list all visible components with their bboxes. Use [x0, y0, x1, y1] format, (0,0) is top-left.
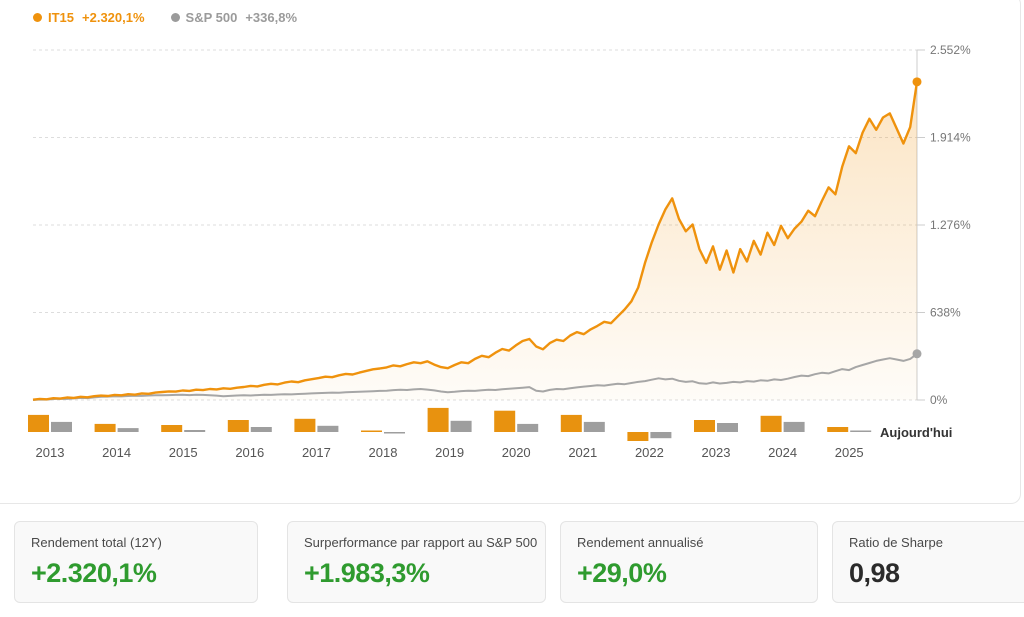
chart-plot-area[interactable]: [33, 40, 917, 400]
stat-card-label: Surperformance par rapport au S&P 500: [304, 535, 538, 550]
yearly-bar-sp500: [583, 421, 605, 432]
y-tick-label: 1.914%: [930, 131, 971, 145]
yearly-bar-sp500: [850, 430, 872, 432]
yearly-bar-sp500: [517, 423, 539, 432]
stat-card-label: Ratio de Sharpe: [849, 535, 943, 550]
legend-series-value: +2.320,1%: [82, 10, 145, 25]
legend-item-sp500[interactable]: S&P 500 +336,8%: [170, 10, 298, 25]
yearly-bar-sp500: [184, 430, 206, 432]
yearly-bar-it15: [361, 430, 382, 432]
stat-card-value: +2.320,1%: [31, 558, 157, 588]
yearly-bar-sp500: [650, 432, 672, 439]
sp500-line: [32, 352, 918, 401]
year-label: 2015: [169, 445, 198, 460]
stat-card-total-return: Rendement total (12Y) +2.320,1%: [14, 521, 258, 603]
yearly-bar-it15: [694, 420, 715, 432]
year-label: 2016: [235, 445, 264, 460]
yearly-bar-it15: [427, 407, 449, 432]
yearly-bar-it15: [294, 418, 316, 432]
year-label: 2025: [835, 445, 864, 460]
yearly-bar-sp500: [51, 421, 72, 432]
yearly-bar-it15: [161, 425, 183, 432]
yearly-bar-sp500: [450, 420, 472, 432]
yearly-bar-it15: [627, 432, 649, 441]
chart-legend: IT15 +2.320,1% S&P 500 +336,8%: [33, 10, 297, 25]
year-label: 2023: [702, 445, 731, 460]
stat-card-annualized-return: Rendement annualisé +29,0%: [560, 521, 818, 603]
today-label: Aujourd'hui: [880, 425, 952, 440]
y-tick-label: 638%: [930, 306, 961, 320]
yearly-bar-it15: [827, 427, 849, 432]
yearly-bar-it15: [760, 415, 782, 432]
performance-chart[interactable]: 2.552% 1.914% 1.276% 638% 0% 2013 2014 2015 2016…: [0, 0, 1024, 475]
stat-card-outperformance: Surperformance par rapport au S&P 500 +1…: [287, 521, 546, 603]
legend-series-value: +336,8%: [245, 10, 298, 25]
year-label: 2024: [768, 445, 797, 460]
legend-series-name: S&P 500: [185, 10, 238, 25]
it15-line: [32, 81, 919, 401]
it15-end-dot: [912, 77, 922, 87]
yearly-bar-it15: [28, 414, 49, 432]
yearly-bar-it15: [560, 414, 582, 432]
year-label: 2018: [369, 445, 398, 460]
yearly-bar-sp500: [117, 428, 139, 432]
year-label: 2019: [435, 445, 464, 460]
yearly-bar-it15: [94, 423, 116, 432]
stat-card-label: Rendement annualisé: [577, 535, 704, 550]
stat-card-value: +1.983,3%: [304, 558, 430, 588]
year-label: 2022: [635, 445, 664, 460]
year-label: 2017: [302, 445, 331, 460]
yearly-bar-sp500: [384, 432, 405, 434]
y-tick-label: 1.276%: [930, 218, 971, 232]
year-label: 2020: [502, 445, 531, 460]
yearly-bar-sp500: [250, 427, 272, 432]
stat-card-sharpe-ratio: Ratio de Sharpe 0,98: [832, 521, 1024, 603]
legend-series-name: IT15: [48, 10, 75, 25]
stat-card-value: +29,0%: [577, 558, 667, 588]
stat-card-value: 0,98: [849, 558, 900, 588]
it15-area-fill: [33, 81, 917, 401]
yearly-bar-sp500: [783, 421, 805, 432]
legend-item-it15[interactable]: IT15 +2.320,1%: [33, 10, 145, 25]
series-dot-icon: [33, 13, 42, 22]
y-tick-label: 2.552%: [930, 43, 971, 57]
stat-card-label: Rendement total (12Y): [31, 535, 162, 550]
yearly-bar-it15: [227, 420, 249, 432]
yearly-bar-sp500: [717, 423, 738, 432]
y-tick-label: 0%: [930, 393, 948, 407]
sp500-end-dot: [912, 349, 922, 359]
year-label: 2014: [102, 445, 131, 460]
year-label: 2021: [568, 445, 597, 460]
series-dot-icon: [170, 13, 180, 22]
yearly-bar-it15: [494, 410, 516, 432]
yearly-bar-sp500: [317, 425, 339, 432]
year-label: 2013: [36, 445, 65, 460]
